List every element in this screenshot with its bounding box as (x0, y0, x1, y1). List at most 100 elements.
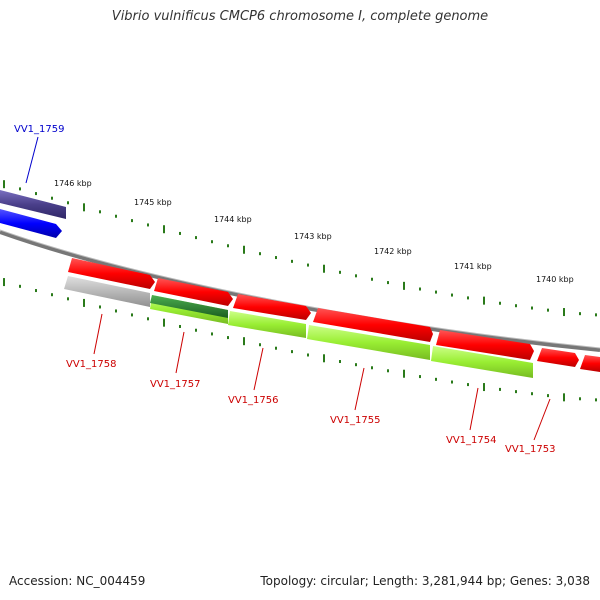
minor-tick (579, 397, 581, 401)
minor-tick (99, 210, 101, 214)
gene-vv1-1757-red[interactable] (154, 278, 233, 306)
minor-tick (227, 244, 229, 248)
minor-tick (19, 187, 21, 191)
gene-label: VV1_1755 (330, 415, 381, 426)
major-tick (83, 298, 85, 307)
gene-vv1-1759-dark[interactable] (0, 190, 66, 219)
minor-tick (531, 392, 533, 396)
minor-tick (67, 201, 69, 205)
minor-tick (67, 297, 69, 301)
label-connector (175, 331, 185, 374)
minor-tick (371, 366, 373, 370)
kbp-label: 1746 kbp (54, 179, 92, 188)
gene-vv1-1756-green[interactable] (228, 311, 306, 338)
gene-vv1-1754-green[interactable] (431, 346, 533, 378)
minor-tick (19, 284, 21, 288)
minor-tick (547, 308, 549, 312)
minor-tick (275, 346, 277, 350)
major-tick (163, 318, 165, 327)
gene-label: VV1_1757 (150, 379, 201, 390)
minor-tick (131, 219, 133, 223)
minor-tick (307, 353, 309, 357)
minor-tick (115, 214, 117, 218)
minor-tick (147, 317, 149, 321)
kbp-label: 1740 kbp (536, 275, 574, 284)
gene-vv1-1756-red[interactable] (233, 294, 311, 320)
gene-vv1-1755-red[interactable] (313, 308, 433, 342)
label-connector (469, 387, 479, 431)
minor-tick (451, 293, 453, 297)
label-connector (253, 347, 264, 391)
tick-track-inner (3, 278, 597, 402)
label-connector (533, 398, 551, 441)
major-tick (243, 337, 245, 346)
minor-tick (291, 350, 293, 354)
major-tick (3, 278, 5, 287)
gene-vv1-1758-red[interactable] (68, 258, 155, 289)
minor-tick (515, 304, 517, 308)
major-tick (163, 225, 165, 234)
minor-tick (467, 296, 469, 300)
minor-tick (211, 332, 213, 336)
map-title: Vibrio vulnificus CMCP6 chromosome I, co… (111, 9, 489, 24)
minor-tick (595, 313, 597, 317)
gene-vv1-1755-green[interactable] (307, 325, 430, 360)
gene-label: VV1_1756 (228, 395, 279, 406)
major-tick (483, 296, 485, 305)
gene-label: VV1_1754 (446, 435, 497, 446)
minor-tick (115, 309, 117, 313)
minor-tick (211, 240, 213, 244)
label-connector (354, 367, 365, 411)
minor-tick (355, 274, 357, 278)
minor-tick (387, 281, 389, 285)
minor-tick (131, 313, 133, 317)
minor-tick (435, 290, 437, 294)
label-connector (25, 136, 39, 184)
gene-vv1-1754-red[interactable] (436, 330, 534, 360)
minor-tick (355, 363, 357, 367)
topology-label: Topology: circular; Length: 3,281,944 bp… (260, 574, 590, 588)
accession-label: Accession: NC_004459 (9, 574, 146, 588)
minor-tick (467, 383, 469, 387)
minor-tick (179, 231, 181, 235)
gene-vv1-1759[interactable] (0, 209, 62, 238)
minor-tick (195, 236, 197, 240)
gene-label: VV1_1753 (505, 444, 556, 455)
minor-tick (259, 343, 261, 347)
tick-track-outer (3, 180, 597, 317)
minor-tick (515, 390, 517, 394)
minor-tick (51, 196, 53, 200)
minor-tick (531, 306, 533, 310)
gene-vv1-1758-gray[interactable] (64, 276, 150, 307)
major-tick (243, 245, 245, 254)
gene-vv1-1757-darkgreen[interactable] (150, 295, 228, 318)
minor-tick (179, 324, 181, 328)
minor-tick (99, 305, 101, 309)
label-connector (93, 313, 103, 355)
minor-tick (339, 270, 341, 274)
minor-tick (435, 377, 437, 381)
minor-tick (307, 263, 309, 267)
gene-label: VV1_1758 (66, 359, 117, 370)
major-tick (403, 369, 405, 378)
minor-tick (499, 387, 501, 391)
gene-next-red[interactable] (580, 355, 600, 372)
major-tick (403, 281, 405, 290)
major-tick (483, 383, 485, 392)
minor-tick (259, 252, 261, 256)
kbp-label: 1741 kbp (454, 262, 492, 271)
major-tick (323, 354, 325, 363)
major-tick (563, 393, 565, 402)
kbp-label: 1742 kbp (374, 247, 412, 256)
gene-label: VV1_1759 (14, 124, 65, 135)
minor-tick (387, 369, 389, 373)
minor-tick (499, 301, 501, 305)
gene-vv1-1753-red[interactable] (537, 348, 579, 367)
minor-tick (419, 375, 421, 379)
kbp-label: 1744 kbp (214, 215, 252, 224)
minor-tick (227, 336, 229, 340)
minor-tick (339, 360, 341, 364)
minor-tick (51, 293, 53, 297)
major-tick (323, 264, 325, 273)
